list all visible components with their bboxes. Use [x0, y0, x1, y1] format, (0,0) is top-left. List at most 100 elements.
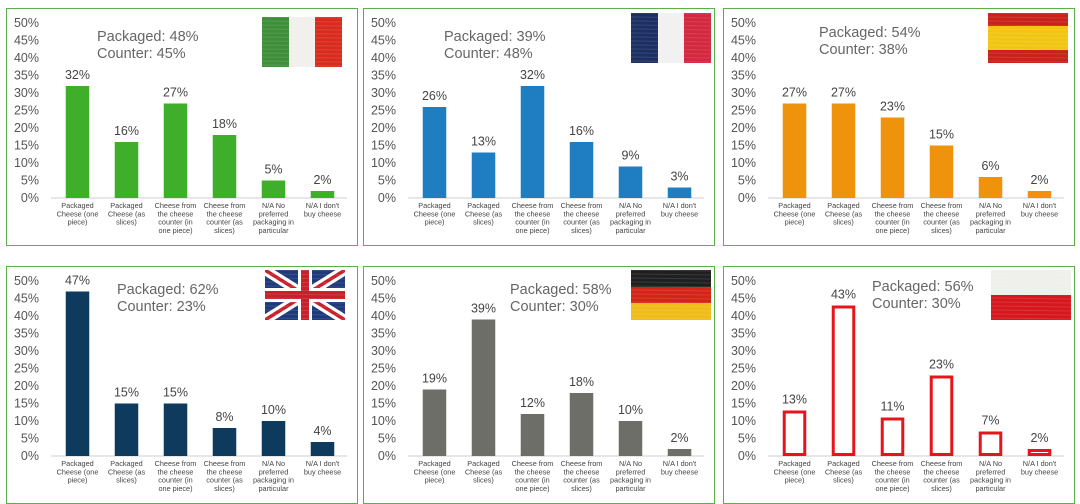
y-tick-label: 45%	[14, 292, 39, 306]
y-tick-label: 25%	[371, 362, 396, 376]
chart-panel: 0% 5% 10% 15% 20% 25% 30% 35% 40% 45% 50% 13% Packag…	[723, 266, 1075, 504]
y-tick-label: 25%	[731, 104, 756, 118]
bar	[667, 187, 692, 198]
y-tick-label: 20%	[731, 379, 756, 393]
bar	[667, 449, 692, 456]
y-tick-label: 5%	[738, 432, 756, 446]
y-tick-label: 35%	[731, 327, 756, 341]
summary-line: Counter: 30%	[872, 296, 961, 312]
bar	[65, 86, 90, 198]
category-label: Packaged Cheese (one piece)	[57, 201, 99, 227]
y-tick-label: 45%	[371, 292, 396, 306]
bar	[114, 403, 139, 456]
data-label: 18%	[569, 375, 594, 389]
category-label: Cheese from the cheese counter (as slices)	[921, 201, 963, 235]
category-label: N/A No preferred packaging in particular	[970, 459, 1011, 493]
summary-line: Counter: 45%	[97, 46, 186, 62]
y-tick-label: 40%	[14, 309, 39, 323]
data-label: 32%	[65, 68, 90, 82]
bar-chart: 0% 5% 10% 15% 20% 25% 30% 35% 40% 45% 50% 47% Packag…	[14, 274, 347, 493]
bar	[1027, 191, 1052, 198]
category-label: N/A I don't buy cheese	[1021, 201, 1058, 218]
summary-text: Packaged: 56% Counter: 30%	[872, 279, 974, 313]
summary-text: Packaged: 54% Counter: 38%	[819, 25, 921, 59]
bar-chart: 0% 5% 10% 15% 20% 25% 30% 35% 40% 45% 50% 13% Packag…	[731, 274, 1064, 493]
y-tick-label: 5%	[378, 174, 396, 188]
spain-flag-icon	[988, 13, 1068, 63]
bar	[618, 166, 643, 198]
y-tick-label: 40%	[731, 51, 756, 65]
category-label: N/A No preferred packaging in particular	[253, 201, 294, 235]
y-tick-label: 20%	[371, 121, 396, 135]
data-label: 23%	[880, 100, 905, 114]
category-label: Packaged Cheese (as slices)	[465, 201, 503, 227]
y-tick-label: 0%	[738, 449, 756, 463]
data-label: 12%	[520, 396, 545, 410]
y-tick-label: 5%	[21, 174, 39, 188]
bar	[422, 389, 447, 456]
category-label: Packaged Cheese (one piece)	[414, 201, 456, 227]
category-label: N/A I don't buy cheese	[661, 201, 698, 218]
data-label: 2%	[1030, 173, 1048, 187]
germany-flag-icon	[631, 270, 711, 320]
france-flag-icon	[631, 13, 711, 63]
chart-panel: 0% 5% 10% 15% 20% 25% 30% 35% 40% 45% 50% 47% Packag…	[6, 266, 358, 504]
y-tick-label: 0%	[378, 449, 396, 463]
y-tick-label: 45%	[371, 34, 396, 48]
y-tick-label: 10%	[731, 414, 756, 428]
category-label: N/A I don't buy cheese	[1021, 459, 1058, 476]
category-label: Packaged Cheese (as slices)	[465, 459, 503, 485]
bar	[261, 180, 286, 198]
chart-panel: 0% 5% 10% 15% 20% 25% 30% 35% 40% 45% 50% 26% Packag…	[363, 8, 715, 246]
bar	[831, 103, 856, 198]
bar	[471, 319, 496, 456]
y-tick-label: 15%	[371, 139, 396, 153]
summary-line: Counter: 30%	[510, 299, 599, 315]
y-tick-label: 45%	[731, 292, 756, 306]
bar	[163, 103, 188, 198]
y-tick-label: 5%	[21, 432, 39, 446]
data-label: 8%	[215, 410, 233, 424]
category-label: Cheese from the cheese counter (in one piec…	[155, 459, 197, 493]
y-tick-label: 30%	[731, 86, 756, 100]
y-tick-label: 25%	[14, 362, 39, 376]
summary-line: Counter: 48%	[444, 46, 533, 62]
summary-line: Counter: 38%	[819, 42, 908, 58]
bar	[310, 442, 335, 456]
bar	[520, 86, 545, 198]
bar	[569, 393, 594, 456]
category-label: Packaged Cheese (as slices)	[825, 459, 863, 485]
summary-line: Packaged: 56%	[872, 279, 974, 295]
y-tick-label: 10%	[14, 156, 39, 170]
bar	[978, 431, 1003, 456]
y-tick-label: 20%	[14, 121, 39, 135]
summary-line: Packaged: 54%	[819, 25, 921, 41]
bar-chart: 0% 5% 10% 15% 20% 25% 30% 35% 40% 45% 50% 19% Packag…	[371, 274, 704, 493]
category-label: Cheese from the cheese counter (in one piec…	[872, 459, 914, 493]
bar-chart: 0% 5% 10% 15% 20% 25% 30% 35% 40% 45% 50% 26% Packag…	[371, 16, 704, 235]
y-tick-label: 15%	[14, 397, 39, 411]
y-tick-label: 50%	[371, 274, 396, 288]
category-label: Cheese from the cheese counter (as slices)	[561, 459, 603, 493]
chart-panel: 0% 5% 10% 15% 20% 25% 30% 35% 40% 45% 50% 32% Packag…	[6, 8, 358, 246]
chart-panel: 0% 5% 10% 15% 20% 25% 30% 35% 40% 45% 50% 19% Packag…	[363, 266, 715, 504]
bar	[782, 410, 807, 456]
category-label: Packaged Cheese (one piece)	[774, 459, 816, 485]
data-label: 18%	[212, 117, 237, 131]
y-tick-label: 40%	[371, 51, 396, 65]
data-label: 32%	[520, 68, 545, 82]
y-tick-label: 50%	[14, 274, 39, 288]
bar	[880, 417, 905, 456]
category-label: Cheese from the cheese counter (as slices)	[204, 459, 246, 493]
y-tick-label: 25%	[371, 104, 396, 118]
data-label: 39%	[471, 302, 496, 316]
category-label: N/A I don't buy cheese	[304, 201, 341, 218]
bar	[929, 145, 954, 198]
y-tick-label: 20%	[371, 379, 396, 393]
bar	[831, 305, 856, 456]
y-tick-label: 50%	[731, 16, 756, 30]
bar	[880, 117, 905, 198]
y-tick-label: 0%	[738, 191, 756, 205]
category-label: N/A I don't buy cheese	[304, 459, 341, 476]
y-tick-label: 0%	[378, 191, 396, 205]
